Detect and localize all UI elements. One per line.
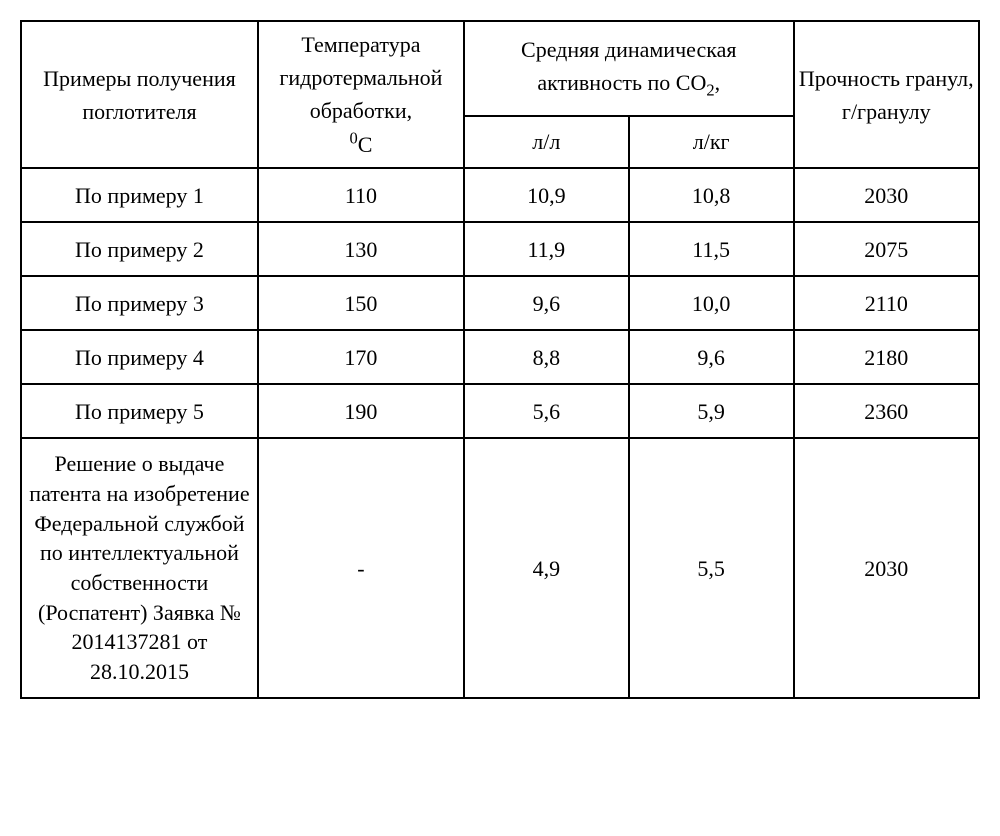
- cell-label: Решение о выдаче патента на изобретение …: [21, 438, 258, 698]
- data-table: Примеры получения поглотителя Температур…: [20, 20, 980, 699]
- col-header-strength: Прочность гранул, г/гранулу: [794, 21, 979, 168]
- col-header-temperature-unit: 0С: [349, 132, 372, 157]
- table-row: По примеру 111010,910,82030: [21, 168, 979, 222]
- cell-temperature: 190: [258, 384, 464, 438]
- col-subheader-lkg: л/кг: [629, 116, 794, 169]
- table-row: По примеру 213011,911,52075: [21, 222, 979, 276]
- table-row: Решение о выдаче патента на изобретение …: [21, 438, 979, 698]
- cell-activity-lkg: 5,5: [629, 438, 794, 698]
- cell-activity-lkg: 9,6: [629, 330, 794, 384]
- cell-strength: 2180: [794, 330, 979, 384]
- table-body: По примеру 111010,910,82030По примеру 21…: [21, 168, 979, 698]
- cell-label: По примеру 2: [21, 222, 258, 276]
- cell-temperature: 110: [258, 168, 464, 222]
- cell-strength: 2030: [794, 438, 979, 698]
- cell-label: По примеру 3: [21, 276, 258, 330]
- cell-label: По примеру 5: [21, 384, 258, 438]
- cell-activity-ll: 8,8: [464, 330, 629, 384]
- col-header-temperature: Температура гидротермальной обработки, 0…: [258, 21, 464, 168]
- cell-strength: 2360: [794, 384, 979, 438]
- cell-strength: 2030: [794, 168, 979, 222]
- table-row: По примеру 51905,65,92360: [21, 384, 979, 438]
- table-row: По примеру 41708,89,62180: [21, 330, 979, 384]
- cell-activity-lkg: 10,0: [629, 276, 794, 330]
- table-row: По примеру 31509,610,02110: [21, 276, 979, 330]
- cell-activity-ll: 4,9: [464, 438, 629, 698]
- cell-activity-lkg: 5,9: [629, 384, 794, 438]
- cell-strength: 2075: [794, 222, 979, 276]
- cell-temperature: 130: [258, 222, 464, 276]
- cell-label: По примеру 1: [21, 168, 258, 222]
- cell-strength: 2110: [794, 276, 979, 330]
- col-header-activity-post: ,: [715, 70, 721, 95]
- cell-activity-ll: 11,9: [464, 222, 629, 276]
- cell-activity-lkg: 11,5: [629, 222, 794, 276]
- cell-label: По примеру 4: [21, 330, 258, 384]
- cell-activity-ll: 10,9: [464, 168, 629, 222]
- col-header-activity-group: Средняя динамическая активность по CO2,: [464, 21, 794, 116]
- col-header-activity-pre: Средняя динамическая активность по CO: [521, 37, 736, 95]
- cell-temperature: -: [258, 438, 464, 698]
- cell-activity-ll: 5,6: [464, 384, 629, 438]
- col-header-activity-sub: 2: [706, 81, 714, 100]
- cell-temperature: 150: [258, 276, 464, 330]
- cell-temperature: 170: [258, 330, 464, 384]
- cell-activity-ll: 9,6: [464, 276, 629, 330]
- cell-activity-lkg: 10,8: [629, 168, 794, 222]
- col-header-temperature-text: Температура гидротермальной обработки,: [279, 32, 442, 123]
- col-header-examples: Примеры получения поглотителя: [21, 21, 258, 168]
- col-subheader-ll: л/л: [464, 116, 629, 169]
